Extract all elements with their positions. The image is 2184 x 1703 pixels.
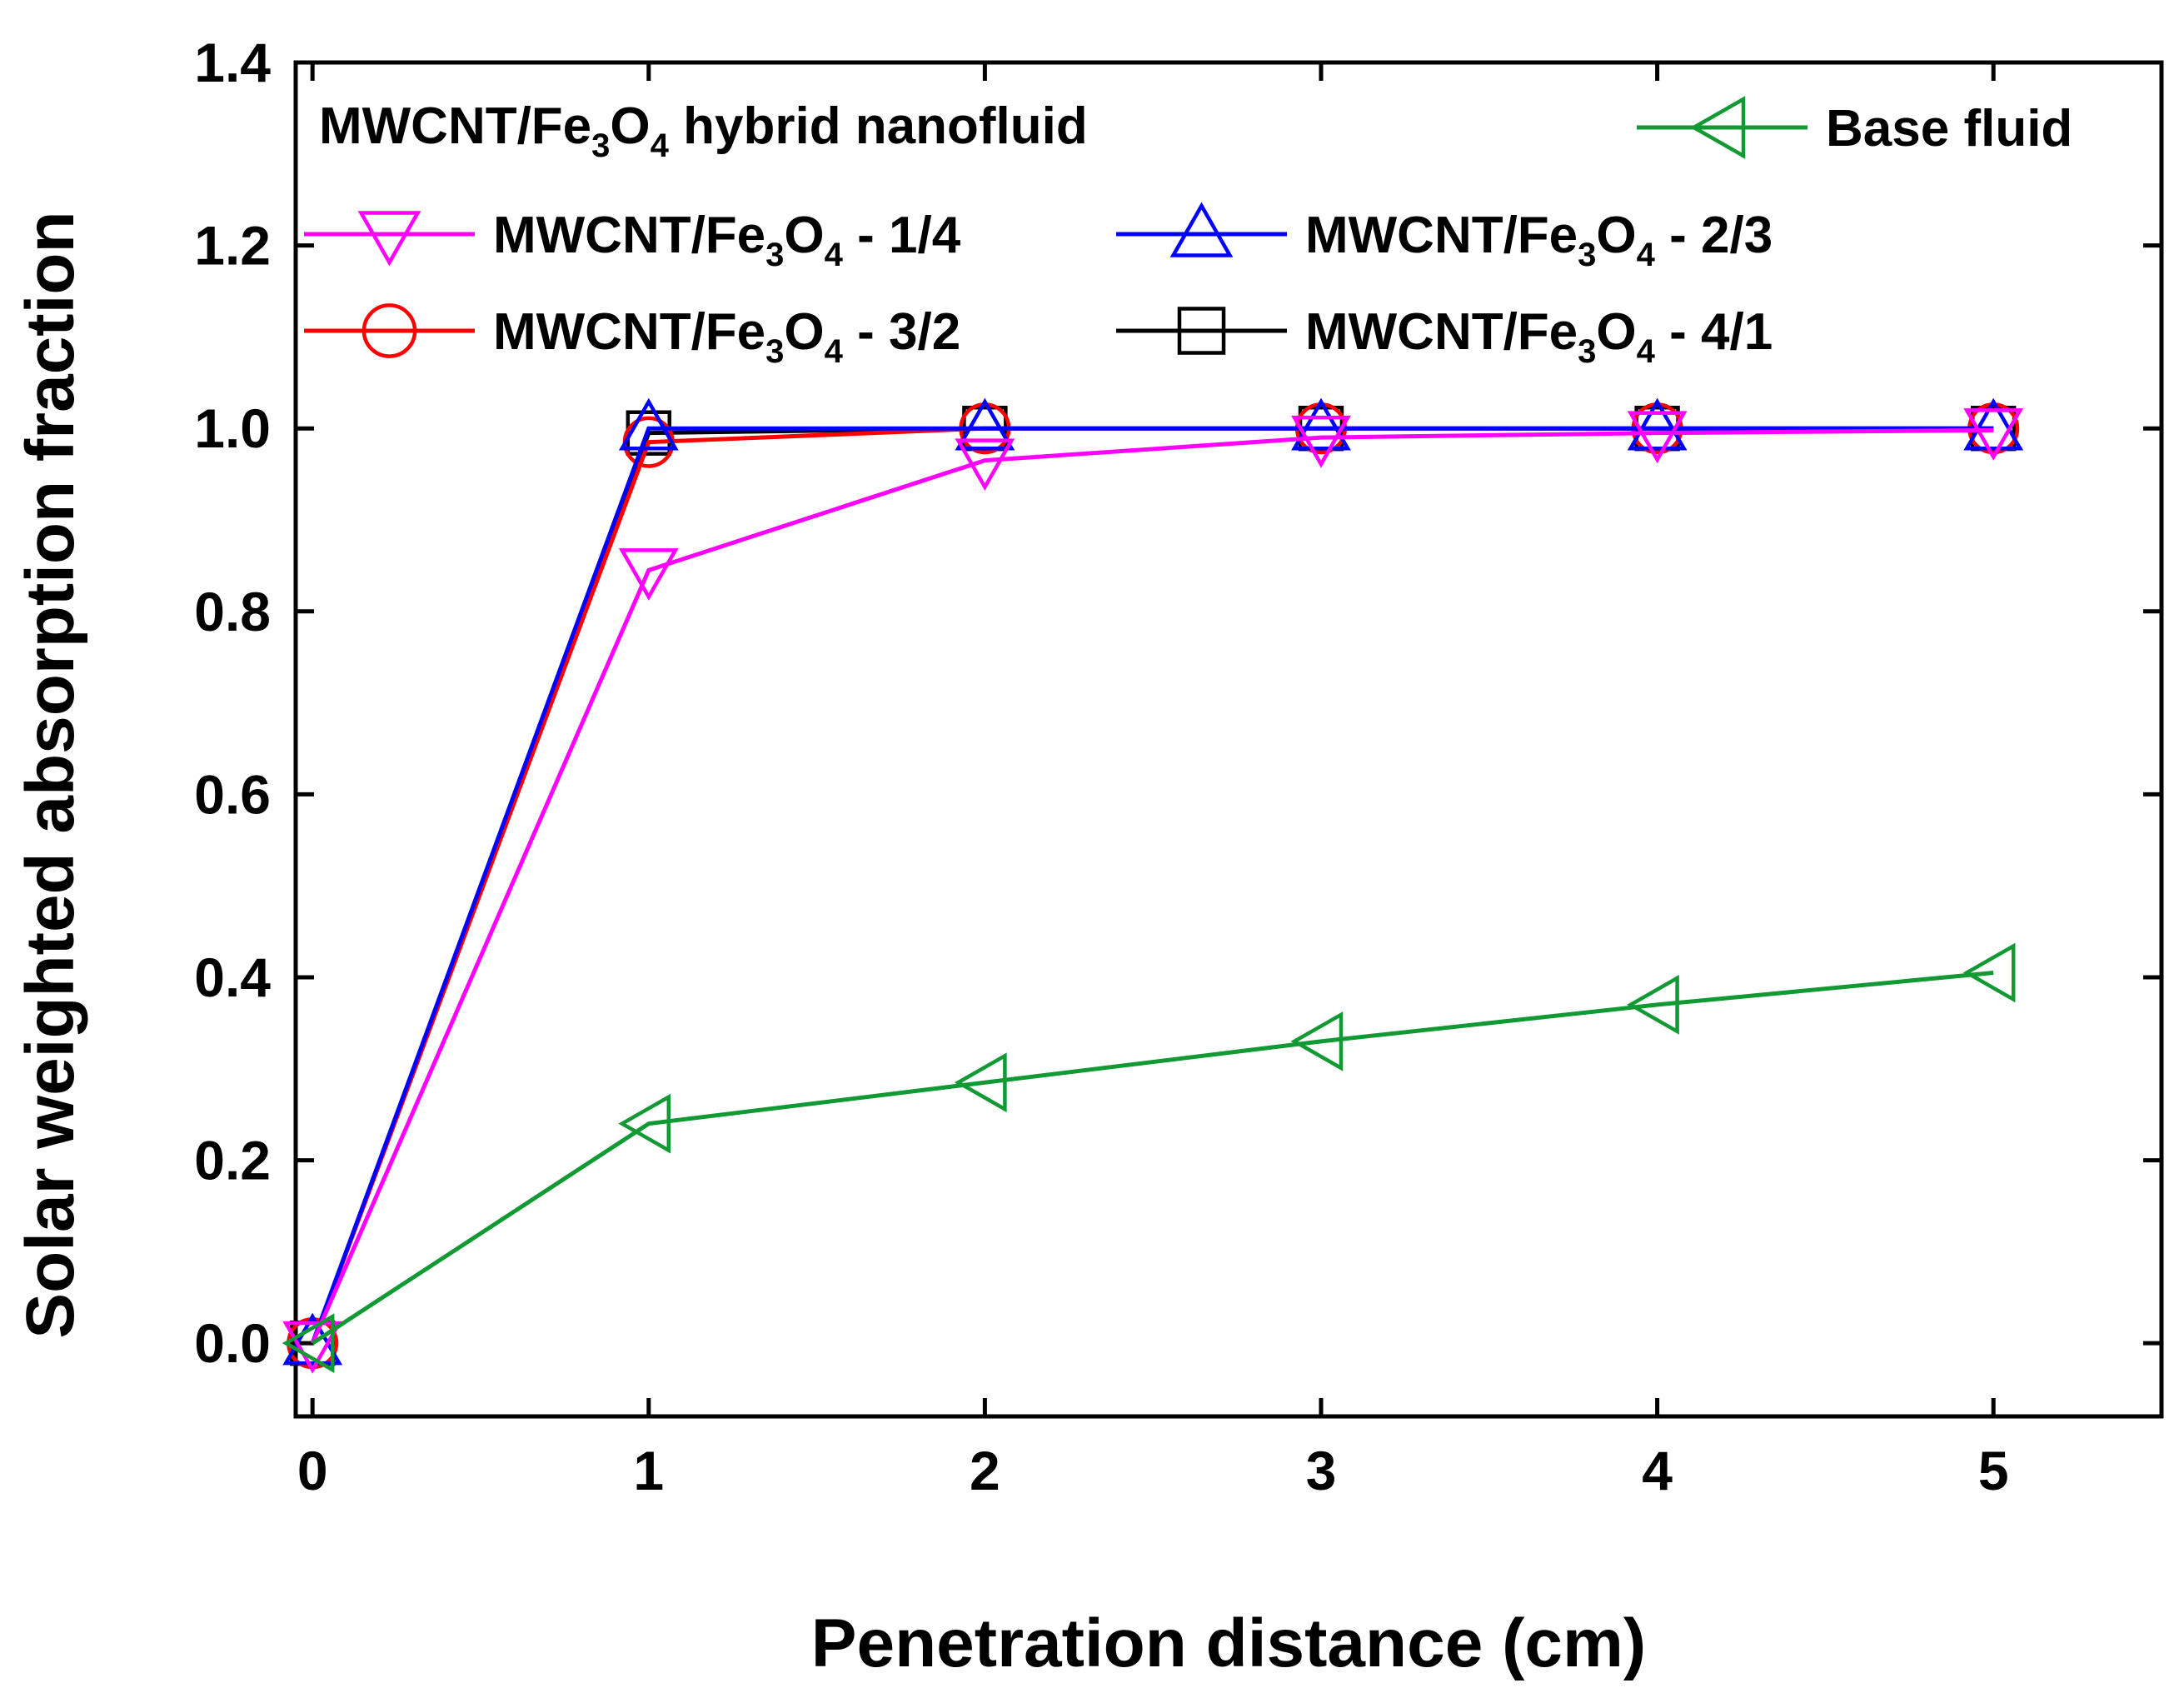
data-point-triangle-up xyxy=(1963,397,2024,451)
x-tick-label: 5 xyxy=(1978,1440,2009,1501)
series-base-fluid xyxy=(282,942,2016,1374)
legend-label-part: MWCNT/Fe xyxy=(1305,207,1578,264)
x-tick-label: 3 xyxy=(1306,1440,1337,1501)
data-point-triangle-up xyxy=(1627,397,1688,451)
data-point-triangle-left xyxy=(1689,96,1746,159)
y-tick-label: 0.8 xyxy=(194,581,271,642)
x-tick-label: 0 xyxy=(297,1440,328,1501)
legend-label-part: 4 xyxy=(825,237,844,273)
data-point-triangle-left xyxy=(618,1093,671,1154)
series-mwcnt-fe3o4-2-3 xyxy=(282,397,2024,1366)
legend-item: MWCNT/Fe3O4 - 4/1 xyxy=(1116,303,1773,370)
legend-label: Base fluid xyxy=(1826,100,2072,157)
legend-label-part: - 3/2 xyxy=(843,303,960,361)
legend-item: Base fluid xyxy=(1637,96,2072,159)
data-point-triangle-up xyxy=(1169,202,1234,257)
legend-label-part: - 1/4 xyxy=(843,207,961,264)
data-point-triangle-down xyxy=(955,438,1015,492)
legend-label: MWCNT/Fe3O4 - 4/1 xyxy=(1305,303,1773,370)
legend-label-part: O xyxy=(1596,207,1636,264)
legend-label: MWCNT/Fe3O4 - 2/3 xyxy=(1305,207,1773,273)
legend-label-part: MWCNT/Fe xyxy=(1305,303,1578,361)
legend-label-part: 4 xyxy=(1637,333,1656,370)
legend-label-part: 3 xyxy=(765,237,784,273)
y-tick-label: 1.2 xyxy=(194,215,271,277)
data-point-triangle-up xyxy=(1291,397,1351,451)
data-point-triangle-left xyxy=(1962,942,2016,1003)
plot-frame xyxy=(293,60,2164,1419)
y-tick-label: 1.4 xyxy=(194,32,271,93)
data-point-circle xyxy=(362,303,417,358)
legend-label-part: 4 xyxy=(825,333,844,370)
legend-label-part: 3 xyxy=(1578,237,1596,273)
y-tick-label: 0.4 xyxy=(194,946,271,1008)
data-point-triangle-up xyxy=(282,1312,343,1366)
legend-item: MWCNT/Fe3O4 - 3/2 xyxy=(304,303,960,370)
y-tick-label: 0.2 xyxy=(194,1130,271,1191)
series-mwcnt-fe3o4-4-1 xyxy=(289,405,2017,1366)
x-tick-label: 4 xyxy=(1642,1440,1673,1501)
data-point-triangle-left xyxy=(954,1052,1007,1113)
y-tick-label: 1.0 xyxy=(194,397,271,459)
series-line xyxy=(310,426,1994,1345)
series-mwcnt-fe3o4-3-2 xyxy=(287,402,2020,1370)
series-line xyxy=(310,426,1994,1345)
series-layer xyxy=(282,397,2024,1374)
legend-label-part: MWCNT/Fe xyxy=(493,207,765,264)
x-tick-label: 1 xyxy=(633,1440,664,1501)
y-axis-title: Solar weighted absorption fraction xyxy=(12,211,88,1338)
y-tick-label: 0.0 xyxy=(194,1312,271,1374)
data-point-triangle-left xyxy=(1627,975,1679,1035)
legend-item: MWCNT/Fe3O4 - 1/4 xyxy=(304,207,961,273)
legend-label-part: O xyxy=(784,207,824,264)
data-point-triangle-up xyxy=(955,397,1015,451)
legend-label-part: O xyxy=(1596,303,1636,361)
data-point-triangle-left xyxy=(1290,1011,1344,1071)
data-point-triangle-down xyxy=(1291,415,1351,468)
series-line xyxy=(311,970,1994,1346)
legend-label-part: 3 xyxy=(765,333,784,370)
legend-title: MWCNT/Fe3O4 hybrid nanofluid xyxy=(319,97,1088,164)
series-line xyxy=(310,427,1994,1345)
y-tick-label: 0.6 xyxy=(194,763,271,825)
legend-label-part: - 4/1 xyxy=(1655,303,1773,361)
x-tick-label: 2 xyxy=(970,1440,1000,1501)
data-point-square xyxy=(1177,307,1226,355)
legend-label: MWCNT/Fe3O4 - 1/4 xyxy=(493,207,961,273)
legend-item: MWCNT/Fe3O4 - 2/3 xyxy=(1116,202,1773,273)
data-point-triangle-down xyxy=(1627,411,1688,464)
legend-label-part: - 2/3 xyxy=(1655,207,1773,264)
series-mwcnt-fe3o4-1-4 xyxy=(282,408,2024,1374)
legend-label-part: 4 xyxy=(1637,237,1656,273)
data-point-triangle-down xyxy=(282,1321,343,1374)
data-point-triangle-down xyxy=(1963,408,2024,461)
legend-label-part: Base fluid xyxy=(1826,100,2072,157)
axis-ticks: 0 1 2 3 4 5 0.0 0.2 0.4 0.6 0.8 1.0 1.2 1.4 xyxy=(194,32,2162,1501)
data-point-triangle-left xyxy=(282,1313,335,1374)
legend-label-part: MWCNT/Fe xyxy=(493,303,765,361)
data-point-triangle-down xyxy=(357,211,421,267)
x-axis-title: Penetration distance (cm) xyxy=(811,1606,1646,1681)
legend-label-part: 3 xyxy=(1578,333,1596,370)
legend-label: MWCNT/Fe3O4 - 3/2 xyxy=(493,303,960,370)
legend-label-part: O xyxy=(784,303,824,361)
legend: MWCNT/Fe3O4 hybrid nanofluid Base fluid M… xyxy=(304,96,2072,370)
data-point-triangle-down xyxy=(618,548,679,601)
series-line xyxy=(310,426,1994,1345)
data-point-triangle-up xyxy=(618,397,679,451)
